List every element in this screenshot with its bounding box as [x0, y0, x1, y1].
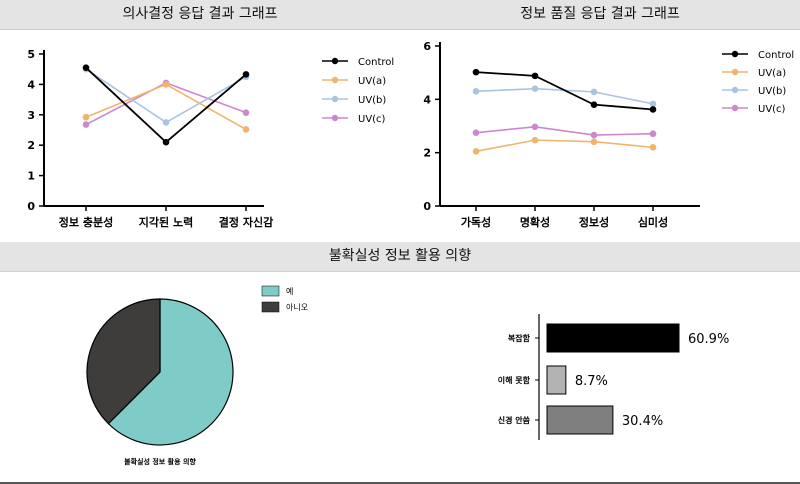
y-tick-label: 4: [27, 78, 35, 91]
bar-category-label: 복잡함: [508, 333, 531, 343]
data-point: [531, 123, 539, 131]
data-point: [531, 85, 539, 92]
data-point: [590, 101, 598, 108]
legend-label: Control: [758, 50, 794, 61]
data-point: [472, 148, 480, 155]
legend-marker: [731, 50, 739, 58]
data-point: [472, 129, 480, 136]
data-point: [590, 131, 598, 139]
y-tick-label: 1: [27, 170, 35, 183]
legend-label: UV(b): [758, 86, 786, 97]
section2-title: 불확실성 정보 활용 의향: [328, 248, 472, 264]
legend-label: UV(a): [358, 76, 386, 87]
y-tick-label: 2: [27, 139, 35, 152]
legend-label: UV(b): [358, 95, 386, 106]
y-tick-label: 5: [27, 48, 35, 61]
bar: [546, 365, 567, 395]
pie-legend-label: 예: [286, 286, 293, 296]
data-point: [162, 119, 170, 126]
pie-slice: [86, 298, 161, 425]
reason-bar-chart: 복잡함 60.9% 이해 못함 8.7% 신경 안씀 30.4%: [498, 314, 729, 440]
legend-marker: [331, 76, 339, 84]
series-line-uva: [475, 139, 654, 153]
data-point: [472, 68, 480, 76]
y-tick-label: 0: [423, 200, 431, 213]
chart2-title: 정보 품질 응답 결과 그래프: [520, 6, 680, 22]
data-point: [162, 138, 170, 146]
legend-label: UV(c): [758, 104, 786, 115]
y-tick-label: 0: [27, 200, 35, 213]
pie-legend-swatch: [261, 285, 280, 297]
data-point: [649, 144, 657, 151]
pie-caption: 불확실성 정보 활용 의향: [124, 457, 196, 466]
legend-marker: [331, 95, 339, 103]
bar-category-label: 이해 못함: [498, 375, 531, 385]
x-tick-label: 가독성: [461, 215, 491, 229]
legend-marker: [331, 57, 339, 65]
pie-slice: [107, 298, 234, 446]
legend-marker: [731, 86, 739, 94]
bar-category-label: 신경 안씀: [498, 415, 531, 425]
data-point: [82, 121, 90, 128]
data-point: [242, 71, 250, 78]
bar-value-label: 8.7%: [575, 374, 608, 389]
legend-marker: [331, 114, 339, 122]
bar-value-label: 30.4%: [622, 414, 663, 429]
legend-label: UV(c): [358, 114, 386, 125]
data-point: [472, 88, 480, 95]
data-point: [242, 126, 250, 133]
y-tick-label: 6: [423, 40, 431, 53]
data-point: [590, 138, 598, 146]
decision-line-chart: 0 1 2 3 4 5 정보 충분성 지각된 노력 결정 자신감 Control UV(a) UV(b…: [27, 48, 394, 229]
x-tick-label: 명확성: [520, 215, 550, 229]
pie-legend-label: 아니오: [286, 302, 308, 312]
x-tick-label: 결정 자신감: [219, 215, 273, 229]
y-tick-label: 3: [27, 109, 35, 122]
data-point: [649, 106, 657, 113]
x-tick-label: 지각된 노력: [139, 215, 193, 229]
series-line-uvc: [475, 125, 654, 136]
legend-label: UV(a): [758, 68, 786, 79]
section2-header-bar: 불확실성 정보 활용 의향: [0, 242, 800, 272]
bar: [546, 323, 680, 353]
series-line-control: [475, 71, 654, 111]
data-point: [82, 64, 90, 71]
data-point: [531, 72, 539, 80]
chart1-title: 의사결정 응답 결과 그래프: [122, 6, 278, 22]
data-point: [590, 88, 598, 96]
bottom-divider: [0, 482, 800, 484]
data-point: [242, 109, 250, 116]
y-tick-label: 2: [423, 147, 431, 160]
pie-legend-swatch: [261, 301, 280, 313]
x-tick-label: 정보성: [579, 215, 609, 229]
legend-marker: [731, 104, 739, 112]
data-point: [531, 136, 539, 144]
data-point: [162, 81, 170, 88]
data-point: [82, 113, 90, 121]
y-tick-label: 4: [423, 93, 431, 106]
top-header-bar: 의사결정 응답 결과 그래프 정보 품질 응답 결과 그래프: [0, 0, 800, 30]
bar: [546, 405, 614, 435]
series-line-control: [85, 67, 247, 144]
quality-line-chart: 0 2 4 6 가독성 명확성 정보성 심미성 Control UV(a) UV(b) UV(c): [423, 40, 794, 229]
bar-value-label: 60.9%: [688, 332, 729, 347]
legend-marker: [731, 68, 739, 76]
x-tick-label: 심미성: [638, 215, 668, 229]
data-point: [649, 100, 657, 108]
x-tick-label: 정보 충분성: [59, 215, 113, 229]
data-point: [649, 130, 657, 138]
legend-label: Control: [358, 57, 394, 68]
